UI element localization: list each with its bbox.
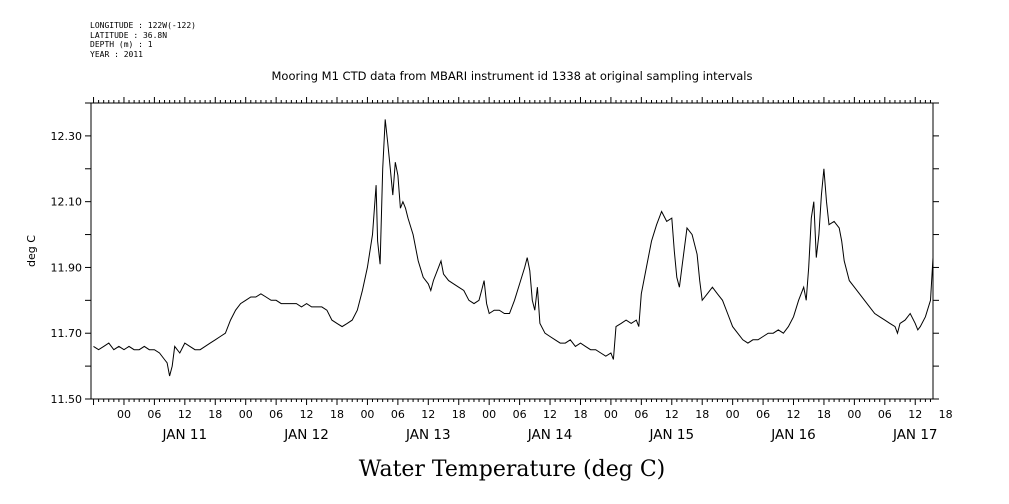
- x-tick-label: 00: [847, 408, 861, 421]
- x-tick-label: 06: [147, 408, 161, 421]
- x-tick-label: 12: [421, 408, 435, 421]
- axis-ticks: [85, 97, 939, 405]
- x-tick-label: 12: [543, 408, 557, 421]
- x-tick-label: 00: [604, 408, 618, 421]
- x-tick-label: 18: [939, 408, 953, 421]
- metadata-block: LONGITUDE : 122W(-122) LATITUDE : 36.8N …: [90, 21, 196, 59]
- x-tick-label: 06: [634, 408, 648, 421]
- x-tick-label: 18: [817, 408, 831, 421]
- x-tick-label: 12: [908, 408, 922, 421]
- y-tick-label: 11.70: [51, 327, 83, 340]
- day-label: JAN 15: [648, 427, 694, 443]
- x-tick-label: 06: [513, 408, 527, 421]
- day-labels: JAN 11 JAN 12 JAN 13 JAN 14 JAN 15 JAN 16 JAN …: [162, 427, 938, 443]
- day-label: JAN 11: [162, 427, 208, 443]
- x-tick-label: 00: [117, 408, 131, 421]
- x-tick-label: 18: [208, 408, 222, 421]
- x-tick-label: 00: [726, 408, 740, 421]
- water-temperature-line: [93, 119, 934, 377]
- depth-line: DEPTH (m) : 1: [90, 40, 153, 49]
- day-label: JAN 12: [283, 427, 329, 443]
- x-tick-label: 18: [452, 408, 466, 421]
- x-tick-label: 12: [178, 408, 192, 421]
- x-tick-label: 18: [573, 408, 587, 421]
- latitude-line: LATITUDE : 36.8N: [90, 30, 168, 40]
- x-tick-label: 00: [239, 408, 253, 421]
- x-axis-title: Water Temperature (deg C): [359, 457, 666, 482]
- y-tick-labels: 11.50 11.70 11.90 12.10 12.30: [51, 130, 83, 406]
- y-tick-label: 11.90: [51, 261, 83, 274]
- chart-title: Mooring M1 CTD data from MBARI instrumen…: [272, 69, 753, 83]
- x-tick-labels: 00 06 12 18 00 06 12 18 00 06 12 18 00 06 12 18 00 06 12 18…: [117, 408, 953, 421]
- x-tick-label: 12: [300, 408, 314, 421]
- x-tick-label: 06: [878, 408, 892, 421]
- y-axis-label: deg C: [25, 235, 38, 267]
- year-line: YEAR : 2011: [90, 49, 143, 59]
- x-tick-label: 06: [756, 408, 770, 421]
- x-tick-label: 06: [269, 408, 283, 421]
- x-tick-label: 18: [330, 408, 344, 421]
- x-tick-label: 06: [391, 408, 405, 421]
- day-label: JAN 16: [770, 427, 816, 443]
- x-tick-label: 12: [787, 408, 801, 421]
- day-label: JAN 13: [405, 427, 451, 443]
- x-tick-label: 00: [482, 408, 496, 421]
- x-tick-label: 00: [360, 408, 374, 421]
- day-label: JAN 17: [892, 427, 938, 443]
- x-tick-label: 12: [665, 408, 679, 421]
- plot-frame: [90, 102, 934, 400]
- longitude-line: LONGITUDE : 122W(-122): [90, 21, 196, 30]
- y-tick-label: 12.10: [51, 196, 83, 209]
- y-tick-label: 11.50: [51, 393, 83, 406]
- y-tick-label: 12.30: [51, 130, 83, 143]
- x-tick-label: 18: [695, 408, 709, 421]
- day-label: JAN 14: [527, 427, 573, 443]
